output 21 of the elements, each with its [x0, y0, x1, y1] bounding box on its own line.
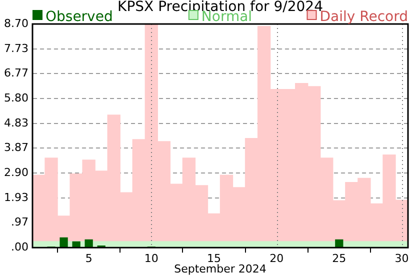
- y-tick-label: .00: [10, 240, 28, 254]
- y-tick-label: 4.83: [4, 116, 28, 130]
- bar: [60, 237, 68, 248]
- y-tick-label: 1.93: [4, 190, 28, 204]
- x-tick-label: 5: [85, 252, 92, 266]
- legend-label: Observed: [45, 9, 113, 25]
- bar: [335, 239, 344, 248]
- bar: [72, 241, 80, 248]
- x-tick-label: 20: [270, 252, 284, 266]
- y-tick-label: 3.87: [4, 140, 28, 154]
- y-tick-label: 7.73: [4, 42, 28, 55]
- y-tick-label: 2.90: [4, 166, 28, 179]
- bar: [84, 239, 93, 248]
- y-tick-label: 6.77: [4, 66, 28, 80]
- x-tick-label: 10: [144, 252, 158, 266]
- legend-label: Daily Record: [320, 9, 408, 25]
- x-tick-label: 30: [394, 252, 409, 266]
- y-tick-label: 8.70: [4, 16, 28, 30]
- x-tick-label: 25: [332, 252, 346, 266]
- y-tick-label: .97: [10, 216, 28, 229]
- y-tick-label: 5.80: [4, 91, 28, 104]
